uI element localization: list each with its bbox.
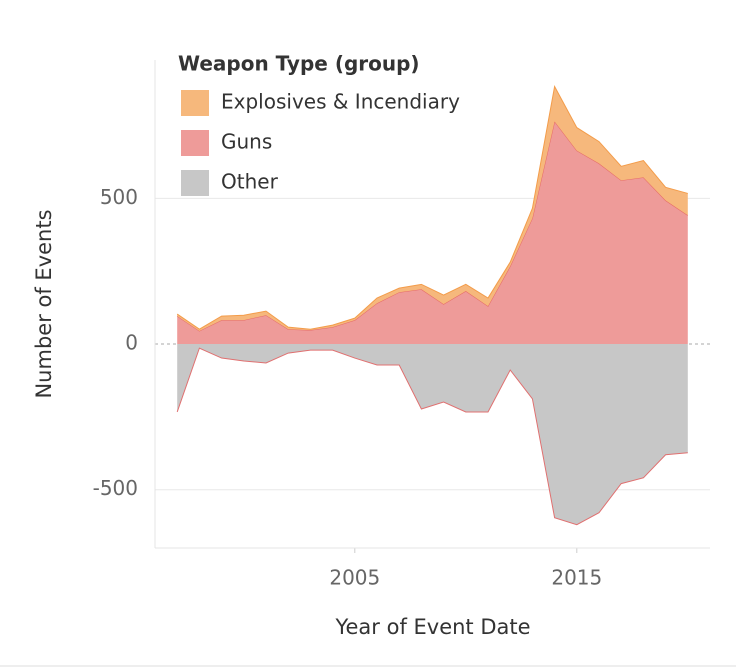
area-edge [176, 347, 688, 526]
x-tick-label: 2005 [329, 566, 380, 590]
legend-label: Explosives & Incendiary [221, 90, 460, 114]
legend-swatch [181, 170, 209, 196]
y-tick-label: -500 [93, 476, 138, 500]
legend-title: Weapon Type (group) [178, 52, 420, 76]
legend-label: Other [221, 170, 279, 194]
legend-label: Guns [221, 130, 272, 154]
x-axis-label: Year of Event Date [334, 615, 530, 639]
legend-swatch [181, 90, 209, 116]
area [177, 344, 688, 525]
y-tick-label: 0 [125, 331, 138, 355]
area [177, 121, 688, 345]
y-tick-label: 500 [100, 185, 138, 209]
area-edge [176, 85, 688, 330]
area-edge [176, 120, 689, 332]
y-axis-label: Number of Events [32, 209, 56, 398]
legend-swatch [181, 130, 209, 156]
x-tick-label: 2015 [551, 566, 602, 590]
